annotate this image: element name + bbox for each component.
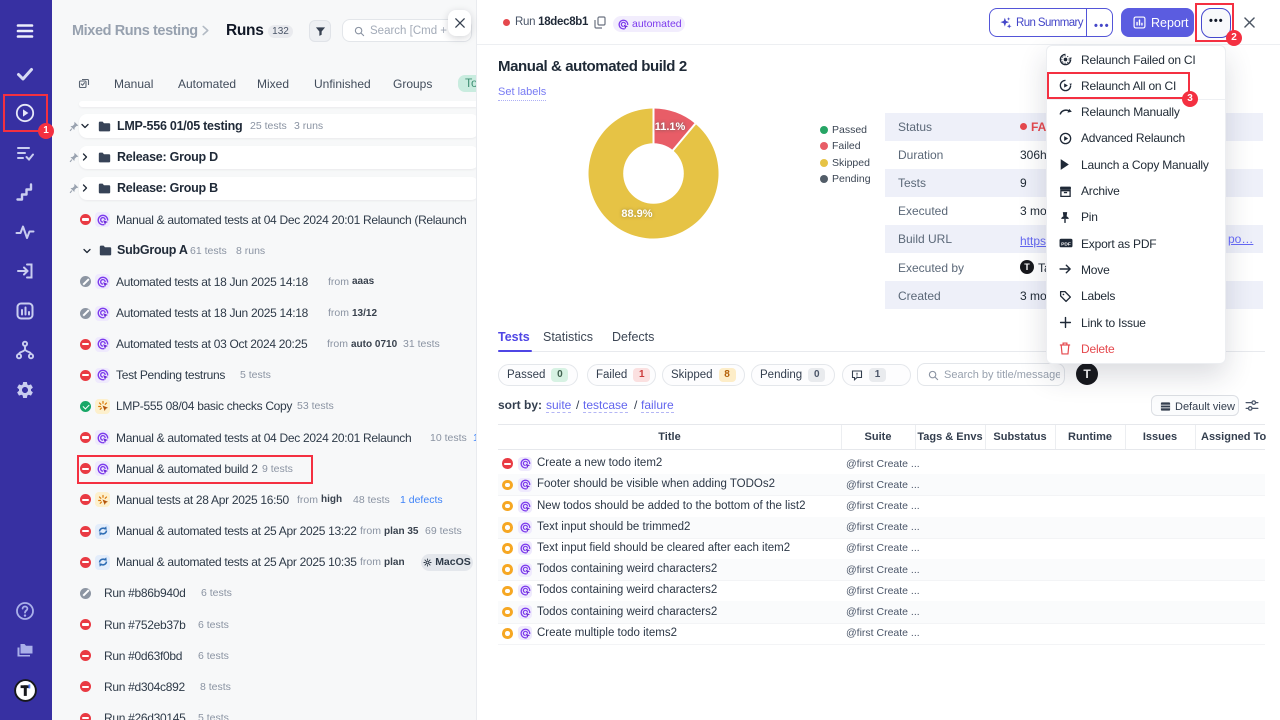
svg-text:PDF: PDF xyxy=(1061,242,1071,248)
